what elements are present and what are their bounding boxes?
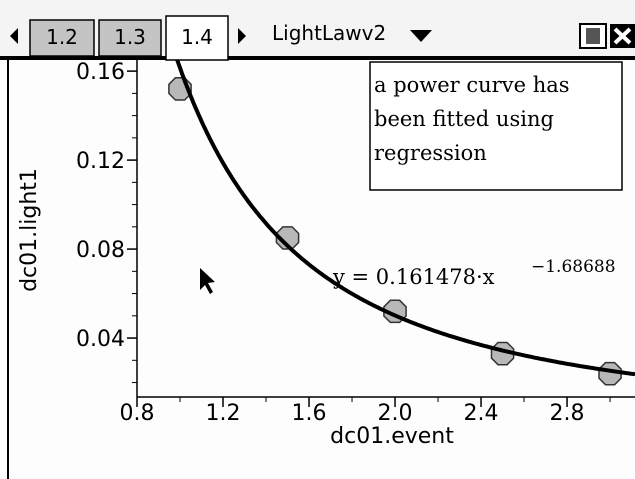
battery-level (586, 28, 600, 44)
fit-equation[interactable]: y = 0.161478·x (332, 265, 495, 289)
x-tick-label: 2.4 (464, 401, 499, 426)
annotation-line: regression (374, 141, 487, 165)
y-tick-label: 0.08 (76, 238, 125, 263)
document-name[interactable]: LightLawv2 (272, 21, 386, 45)
tabs: 1.2 1.3 1.4 (30, 16, 228, 60)
fit-exponent: −1.68688 (531, 257, 616, 277)
y-axis-title: dc01.light1 (17, 168, 42, 292)
x-tick-label: 2.0 (378, 401, 413, 426)
y-tick-label: 0.16 (76, 60, 125, 85)
x-tick-label: 0.8 (120, 401, 155, 426)
y-tick-label: 0.12 (76, 149, 125, 174)
y-tick-label: 0.04 (76, 327, 125, 352)
tab-label: 1.4 (181, 25, 213, 49)
annotation-line: a power curve has (374, 73, 570, 97)
x-tick-label: 1.2 (206, 401, 241, 426)
tab-label: 1.2 (46, 25, 78, 49)
tab-label: 1.3 (114, 25, 146, 49)
screen: 1.2 1.3 1.4 LightLawv2 0.04 0.08 0.12 0.16 0.8… (0, 0, 635, 479)
x-axis-title: dc01.event (330, 424, 454, 449)
annotation-line: been fitted using (374, 107, 554, 131)
x-tick-label: 1.6 (292, 401, 327, 426)
x-tick-label: 2.8 (550, 401, 585, 426)
